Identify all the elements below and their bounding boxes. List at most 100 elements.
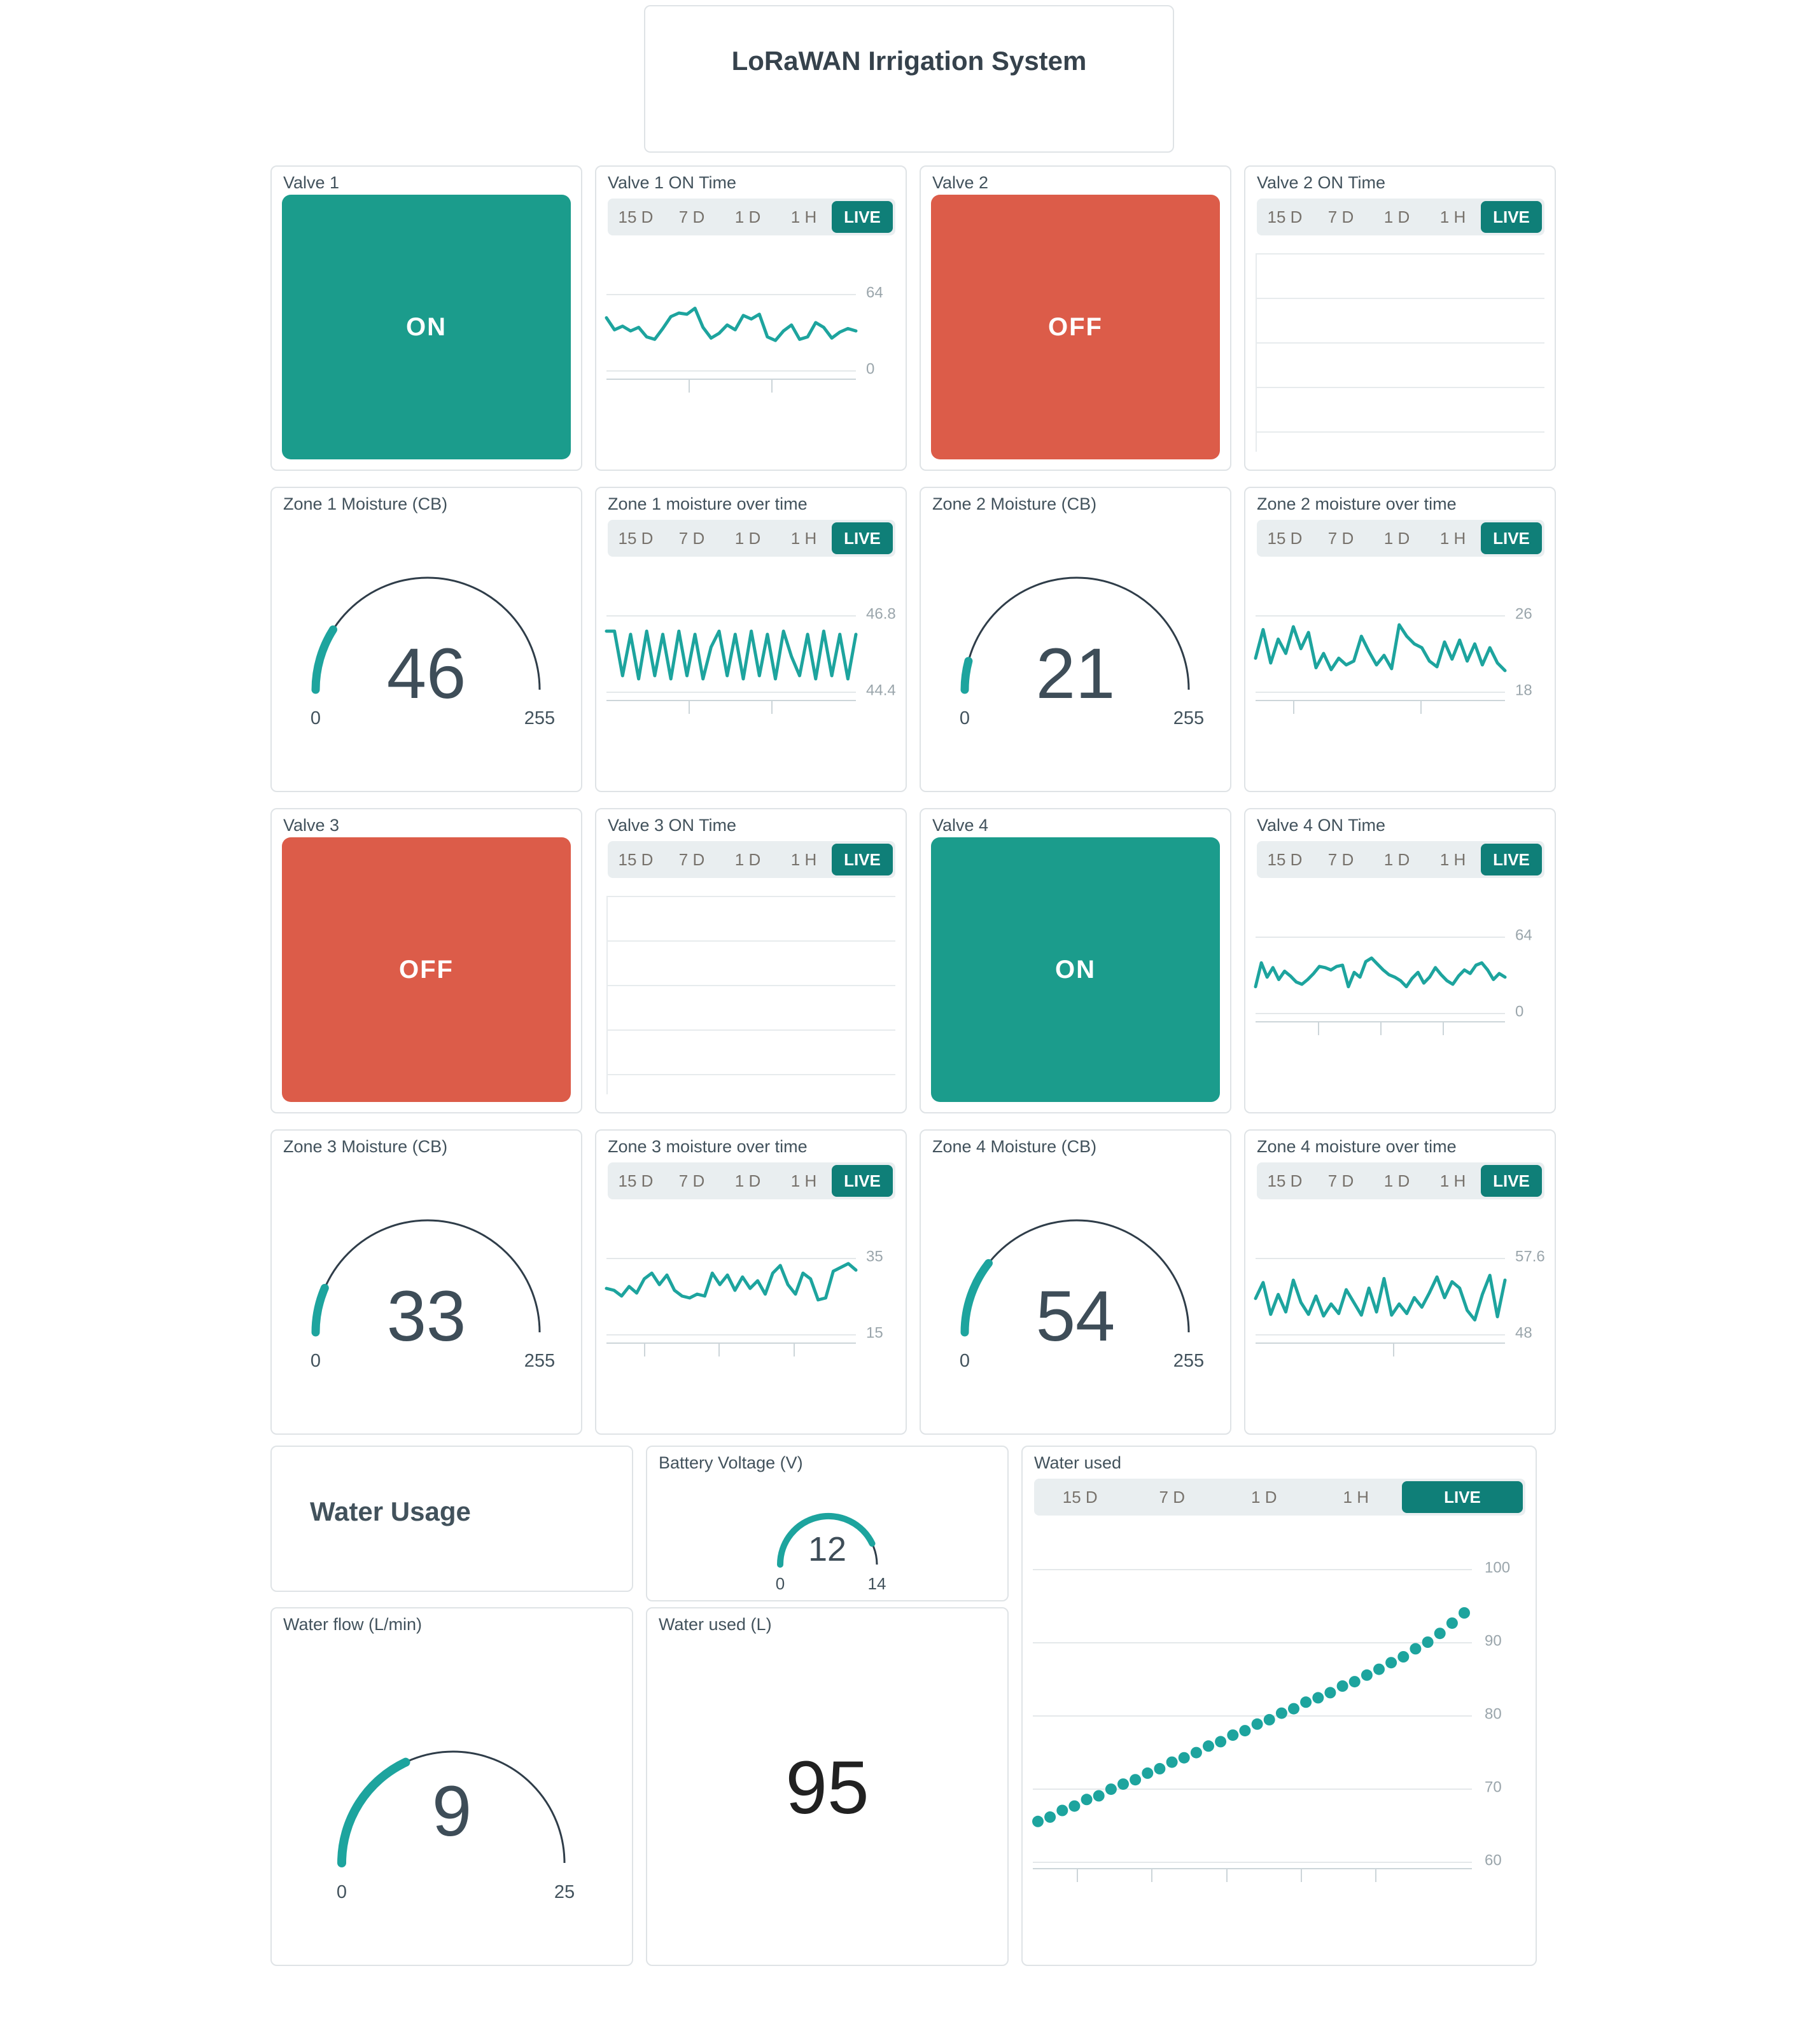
- range-1d-button[interactable]: 1 D: [734, 849, 761, 869]
- water-used-value: 95: [785, 1746, 869, 1830]
- range-15d-button[interactable]: 15 D: [618, 1171, 654, 1190]
- water-usage-title-card: Water Usage: [270, 1446, 633, 1592]
- range-1d-button[interactable]: 1 D: [1251, 1487, 1277, 1507]
- time-range-selector: 15 D 7 D 1 D 1 H LIVE: [1257, 1162, 1544, 1199]
- zone-3-moisture-line-chart: [605, 1262, 858, 1302]
- range-1h-button[interactable]: 1 H: [790, 528, 817, 548]
- range-1d-button[interactable]: 1 D: [734, 1171, 761, 1190]
- gridline: [1256, 1013, 1505, 1014]
- battery-voltage-gauge: [777, 1512, 878, 1568]
- live-button[interactable]: LIVE: [1481, 844, 1542, 875]
- range-1h-button[interactable]: 1 H: [790, 1171, 817, 1190]
- zone-1-moisture-gauge: [311, 576, 541, 694]
- live-button[interactable]: LIVE: [832, 201, 893, 233]
- zone-4-moisture-chart-card: Zone 4 moisture over time 15 D 7 D 1 D 1…: [1244, 1129, 1556, 1435]
- range-15d-button[interactable]: 15 D: [1267, 528, 1303, 548]
- valve-2-state-button[interactable]: OFF: [931, 195, 1220, 459]
- range-1d-button[interactable]: 1 D: [1383, 528, 1410, 548]
- range-1d-button[interactable]: 1 D: [734, 528, 761, 548]
- water-usage-title: Water Usage: [310, 1496, 471, 1526]
- gauge-min-label: 0: [959, 708, 970, 729]
- dashboard-title: LoRaWAN Irrigation System: [731, 46, 1087, 76]
- range-1d-button[interactable]: 1 D: [734, 207, 761, 227]
- range-15d-button[interactable]: 15 D: [618, 849, 654, 869]
- live-button[interactable]: LIVE: [1481, 522, 1542, 554]
- y-axis-label-top: 64: [866, 284, 883, 302]
- range-7d-button[interactable]: 7 D: [1327, 207, 1354, 227]
- y-axis-label: 100: [1485, 1559, 1511, 1577]
- gridline: [606, 1334, 856, 1335]
- valve-2-on-time-chart-card: Valve 2 ON Time 15 D 7 D 1 D 1 H LIVE: [1244, 165, 1556, 471]
- x-axis-tick: [1420, 701, 1422, 714]
- range-1h-button[interactable]: 1 H: [790, 207, 817, 227]
- gridline: [1033, 1569, 1472, 1570]
- range-7d-button[interactable]: 7 D: [678, 849, 705, 869]
- valve-3-state-button[interactable]: OFF: [282, 837, 571, 1102]
- gauge-value: 21: [1035, 634, 1116, 713]
- y-axis-label-bottom: 0: [866, 360, 875, 378]
- range-15d-button[interactable]: 15 D: [1062, 1487, 1098, 1507]
- live-button[interactable]: LIVE: [832, 844, 893, 875]
- range-1h-button[interactable]: 1 H: [790, 849, 817, 869]
- gauge-max-label: 14: [867, 1574, 886, 1593]
- valve-1-state-button[interactable]: ON: [282, 195, 571, 459]
- valve-4-state-button[interactable]: ON: [931, 837, 1220, 1102]
- range-1d-button[interactable]: 1 D: [1383, 207, 1410, 227]
- range-7d-button[interactable]: 7 D: [678, 1171, 705, 1190]
- gauge-min-label: 0: [959, 1351, 970, 1371]
- valve-3-on-time-chart-card: Valve 3 ON Time 15 D 7 D 1 D 1 H LIVE: [595, 808, 907, 1113]
- gauge-max-label: 255: [1173, 708, 1205, 729]
- gridline: [1256, 253, 1544, 254]
- range-1h-button[interactable]: 1 H: [1439, 849, 1466, 869]
- gauge-value: 46: [386, 634, 466, 713]
- water-flow-gauge-card: Water flow (L/min) 9 0 25: [270, 1607, 633, 1966]
- range-1d-button[interactable]: 1 D: [1383, 1171, 1410, 1190]
- range-1h-button[interactable]: 1 H: [1439, 207, 1466, 227]
- gauge-max-label: 255: [524, 1351, 556, 1371]
- range-1d-button[interactable]: 1 D: [1383, 849, 1410, 869]
- y-axis-label-bottom: 44.4: [866, 681, 896, 699]
- range-1h-button[interactable]: 1 H: [1343, 1487, 1369, 1507]
- range-7d-button[interactable]: 7 D: [678, 528, 705, 548]
- gridline: [1033, 1715, 1472, 1717]
- zone-4-moisture-gauge: [960, 1219, 1190, 1337]
- range-1h-button[interactable]: 1 H: [1439, 1171, 1466, 1190]
- time-range-selector: 15 D 7 D 1 D 1 H LIVE: [608, 199, 895, 235]
- live-button[interactable]: LIVE: [1481, 1165, 1542, 1197]
- range-7d-button[interactable]: 7 D: [1327, 528, 1354, 548]
- x-axis-tick: [1443, 1022, 1444, 1035]
- range-15d-button[interactable]: 15 D: [618, 528, 654, 548]
- gauge-max-label: 25: [554, 1882, 575, 1902]
- live-button[interactable]: LIVE: [832, 1165, 893, 1197]
- range-1h-button[interactable]: 1 H: [1439, 528, 1466, 548]
- live-button[interactable]: LIVE: [832, 522, 893, 554]
- range-7d-button[interactable]: 7 D: [1327, 849, 1354, 869]
- y-axis-label: 60: [1485, 1851, 1502, 1869]
- range-15d-button[interactable]: 15 D: [1267, 207, 1303, 227]
- gauge-min-label: 0: [310, 1351, 321, 1371]
- gauge-title: Zone 2 Moisture (CB): [932, 494, 1097, 513]
- gauge-min-label: 0: [336, 1882, 347, 1902]
- range-7d-button[interactable]: 7 D: [678, 207, 705, 227]
- gauge-min-label: 0: [775, 1574, 785, 1593]
- gridline: [606, 1029, 895, 1031]
- gridline: [1256, 692, 1505, 693]
- y-axis-label: 80: [1485, 1705, 1502, 1723]
- live-button[interactable]: LIVE: [1402, 1481, 1523, 1513]
- range-15d-button[interactable]: 15 D: [1267, 849, 1303, 869]
- battery-voltage-gauge-card: Battery Voltage (V) 12 0 14: [646, 1446, 1009, 1601]
- valve-4-card: Valve 4 ON: [920, 808, 1231, 1113]
- x-axis-tick: [1380, 1022, 1382, 1035]
- range-15d-button[interactable]: 15 D: [618, 207, 654, 227]
- time-range-selector: 15 D 7 D 1 D 1 H LIVE: [1034, 1479, 1525, 1516]
- range-7d-button[interactable]: 7 D: [1159, 1487, 1185, 1507]
- empty-chart-axis: [606, 896, 608, 1094]
- range-15d-button[interactable]: 15 D: [1267, 1171, 1303, 1190]
- x-axis-tick: [1226, 1869, 1228, 1882]
- valve-2-card: Valve 2 OFF: [920, 165, 1231, 471]
- zone-2-moisture-line-chart: [1254, 623, 1507, 673]
- live-button[interactable]: LIVE: [1481, 201, 1542, 233]
- range-7d-button[interactable]: 7 D: [1327, 1171, 1354, 1190]
- time-range-selector: 15 D 7 D 1 D 1 H LIVE: [1257, 841, 1544, 878]
- gauge-title: Battery Voltage (V): [659, 1453, 803, 1472]
